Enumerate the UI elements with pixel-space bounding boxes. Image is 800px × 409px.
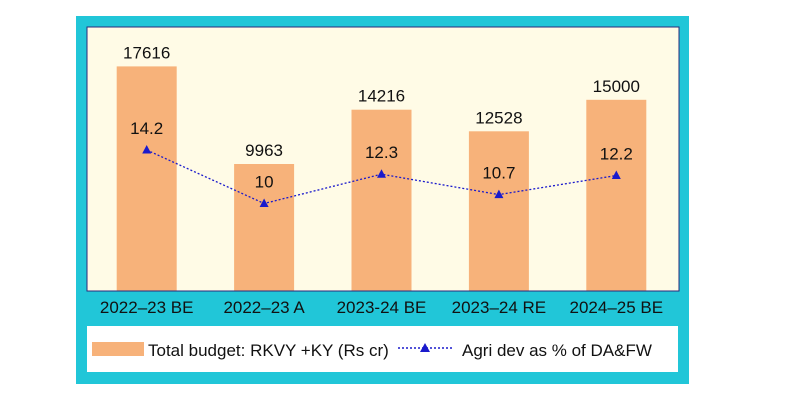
bar <box>351 109 412 291</box>
bar <box>468 131 529 291</box>
x-tick-label: 2023-24 BE <box>337 298 427 317</box>
legend-triangle-marker <box>420 343 430 352</box>
line-value-label: 14.2 <box>130 119 163 138</box>
line-marker <box>377 169 386 178</box>
line-series <box>142 145 621 207</box>
legend-bar-swatch <box>92 342 144 356</box>
bar-series <box>116 66 647 292</box>
line-value-label: 10 <box>255 173 274 192</box>
x-tick-label: 2023–24 RE <box>452 298 547 317</box>
legend-box <box>87 326 678 372</box>
legend: Total budget: RKVY +KY (Rs cr) Agri dev … <box>87 326 678 372</box>
bar-value-label: 14216 <box>358 87 405 106</box>
x-tick-label: 2022–23 BE <box>100 298 194 317</box>
x-axis: 2022–23 BE 2022–23 A 2023-24 BE 2023–24 RE 2… <box>87 290 679 317</box>
bar <box>234 164 295 291</box>
line-value-label: 12.2 <box>600 145 633 164</box>
data-labels: 17616 9963 14216 12528 15000 14.2 10 12.3 10.7 12… <box>123 43 640 191</box>
bar-value-label: 12528 <box>475 108 522 127</box>
bar-value-label: 17616 <box>123 43 170 62</box>
legend-bar-label: Total budget: RKVY +KY (Rs cr) <box>148 341 389 360</box>
bar <box>586 99 647 292</box>
line-path <box>146 149 617 205</box>
bar <box>116 66 177 292</box>
x-tick-label: 2024–25 BE <box>570 298 664 317</box>
line-marker <box>142 145 152 154</box>
bar-value-label: 15000 <box>593 77 640 96</box>
legend-line-label: Agri dev as % of DA&FW <box>462 341 652 360</box>
line-marker <box>611 170 621 179</box>
line-marker <box>259 198 269 207</box>
x-tick-label: 2022–23 A <box>223 298 305 317</box>
line-marker <box>494 189 504 199</box>
bar-value-label: 9963 <box>245 141 283 160</box>
line-value-label: 10.7 <box>482 164 515 183</box>
line-value-label: 12.3 <box>365 143 398 162</box>
